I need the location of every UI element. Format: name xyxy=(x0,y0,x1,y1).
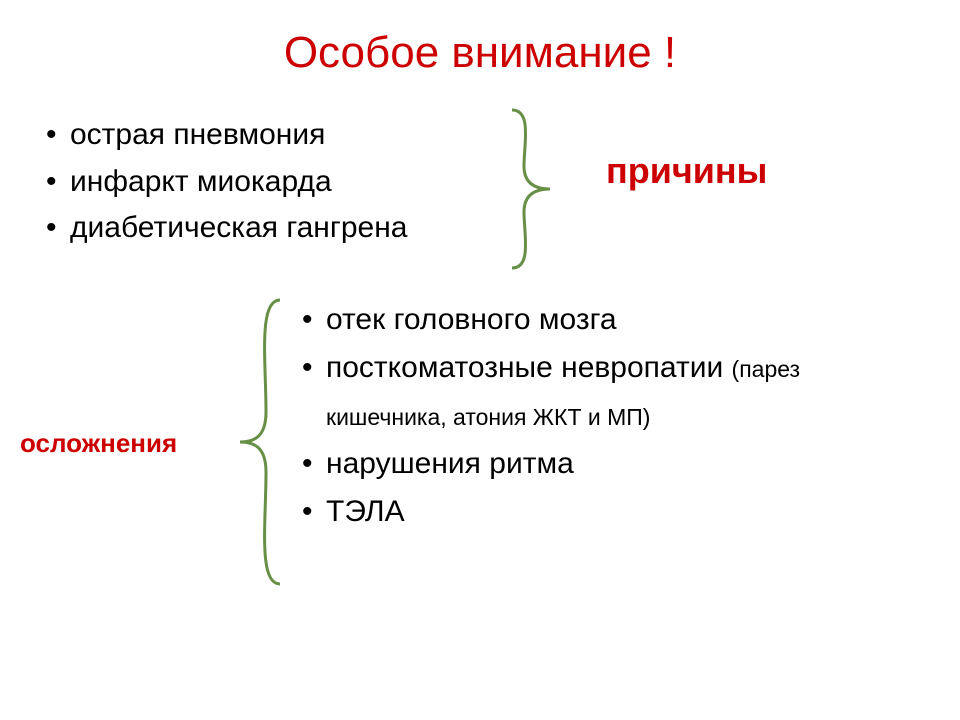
brace-causes xyxy=(500,104,580,274)
complications-list: отек головного мозга посткоматозные невр… xyxy=(296,296,856,536)
causes-list: острая пневмония инфаркт миокарда диабет… xyxy=(40,112,500,252)
list-item: отек головного мозга xyxy=(296,296,856,344)
list-item: острая пневмония xyxy=(40,112,500,159)
page-title: Особое внимание ! xyxy=(0,28,960,78)
list-item: ТЭЛА xyxy=(296,488,856,536)
list-item: нарушения ритма xyxy=(296,440,856,488)
list-item: диабетическая гангрена xyxy=(40,205,500,252)
causes-label: причины xyxy=(606,150,767,192)
slide: Особое внимание ! острая пневмония инфар… xyxy=(0,0,960,720)
list-item: инфаркт миокарда xyxy=(40,159,500,206)
brace-complications xyxy=(220,292,300,592)
list-item: посткоматозные невропатии (парез кишечни… xyxy=(296,344,856,440)
complications-label: осложнения xyxy=(20,428,177,459)
